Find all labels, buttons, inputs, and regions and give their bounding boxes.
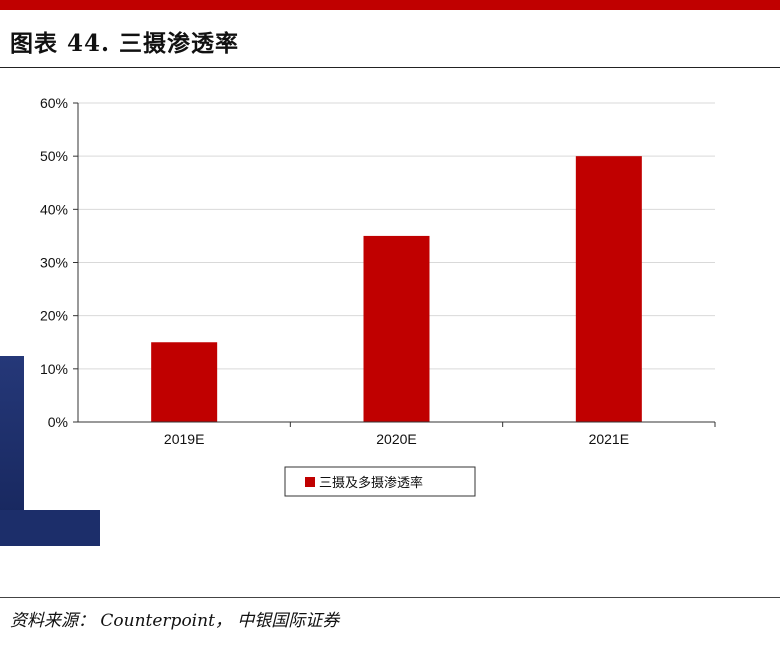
top-accent-bar (0, 0, 780, 10)
figure-title: 图表 44. 三摄渗透率 (10, 30, 240, 57)
x-tick-label: 2021E (589, 431, 629, 447)
bar-chart: 0% 10% 20% 30% 40% 50% 60% 2019E 2020E 2021E 三摄及多… (0, 95, 716, 546)
legend-entry: 三摄及多摄渗透率 (319, 475, 423, 491)
source-divider (0, 597, 780, 598)
y-tick-label: 40% (40, 201, 68, 217)
x-tick-label: 2020E (376, 431, 416, 447)
bar-2021E (575, 156, 642, 422)
background-fragment (0, 356, 100, 546)
source-note: 资料来源： Counterpoint， 中银国际证券 (10, 611, 340, 631)
bar-2019E (151, 342, 218, 422)
title-divider (0, 67, 780, 68)
y-tick-label: 30% (40, 255, 68, 271)
y-tick-label: 50% (40, 148, 68, 164)
bar-2020E (363, 235, 430, 422)
y-tick-label: 60% (40, 95, 68, 111)
y-tick-label: 10% (40, 361, 68, 377)
legend: 三摄及多摄渗透率 (284, 466, 476, 497)
y-tick-label: 0% (48, 414, 68, 430)
legend-box (284, 466, 476, 497)
legend-swatch (305, 477, 315, 487)
y-tick-label: 20% (40, 308, 68, 324)
x-tick-label: 2019E (164, 431, 204, 447)
